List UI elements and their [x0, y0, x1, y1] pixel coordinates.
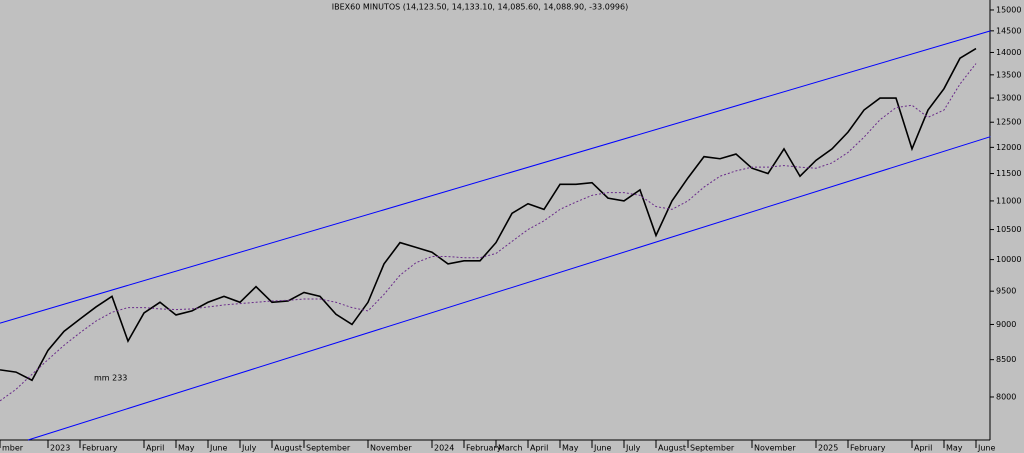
y-tick-label: 14000 — [996, 48, 1021, 57]
y-tick-label: 10500 — [996, 225, 1021, 234]
y-tick-label: 12500 — [996, 118, 1021, 127]
y-tick-label: 8000 — [996, 392, 1016, 401]
y-tick-label: 10000 — [996, 255, 1021, 264]
y-tick-label: 11000 — [996, 196, 1021, 205]
y-tick-label: 13500 — [996, 70, 1021, 79]
x-tick-label: February — [466, 444, 502, 453]
x-tick-label: March — [498, 444, 522, 453]
y-tick-label: 9000 — [996, 320, 1016, 329]
x-tick-label: July — [625, 444, 641, 453]
y-tick-label: 15000 — [996, 5, 1021, 14]
y-tick-label: 12000 — [996, 143, 1021, 152]
x-tick-label: August — [274, 444, 302, 453]
x-tick-label: November — [370, 444, 412, 453]
x-tick-label: April — [530, 444, 548, 453]
x-tick-label: June — [977, 444, 996, 453]
x-tick-label: 2024 — [434, 444, 454, 453]
x-tick-label: mber — [2, 444, 24, 453]
x-tick-label: September — [690, 444, 735, 453]
annotation: mm 233 — [94, 374, 127, 383]
price-line — [0, 47, 977, 382]
x-tick-label: May — [178, 444, 195, 453]
x-tick-label: June — [593, 444, 612, 453]
x-tick-label: May — [562, 444, 579, 453]
x-tick-label: August — [658, 444, 686, 453]
x-tick-label: May — [946, 444, 963, 453]
x-tick-label: July — [241, 444, 257, 453]
y-tick-label: 14500 — [996, 26, 1021, 35]
x-tick-label: 2025 — [818, 444, 838, 453]
y-tick-label: 11500 — [996, 169, 1021, 178]
trend-line — [27, 136, 991, 441]
chart-title: IBEX60 MINUTOS (14,123.50, 14,133.10, 14… — [332, 3, 628, 12]
x-tick-label: April — [146, 444, 164, 453]
x-tick-label: February — [82, 444, 118, 453]
y-tick-label: 9500 — [996, 287, 1016, 296]
y-tick-label: 8500 — [996, 355, 1016, 364]
x-tick-label: November — [754, 444, 796, 453]
y-tick-label: 13000 — [996, 94, 1021, 103]
x-tick-label: September — [306, 444, 351, 453]
x-tick-label: April — [914, 444, 932, 453]
trend-line — [0, 30, 991, 324]
x-tick-label: June — [209, 444, 228, 453]
x-tick-label: 2023 — [50, 444, 70, 453]
x-tick-label: February — [850, 444, 886, 453]
